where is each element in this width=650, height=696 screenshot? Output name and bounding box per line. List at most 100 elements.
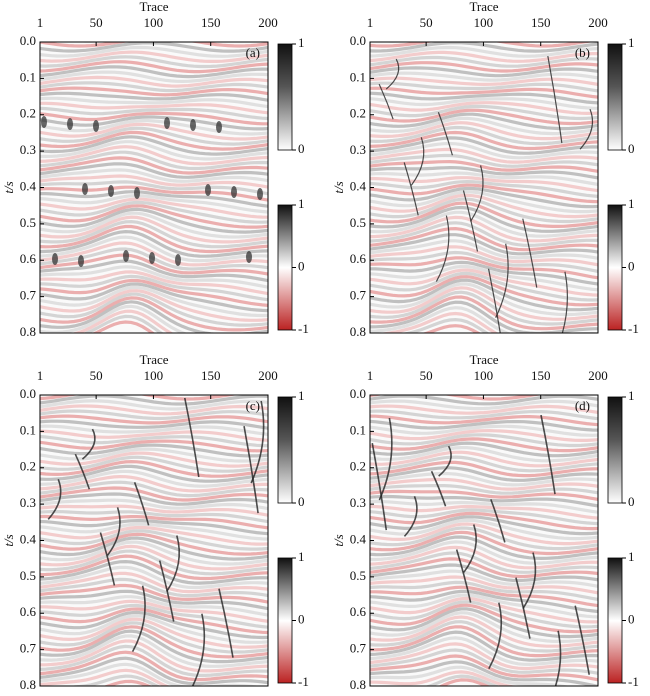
seismic-stripe	[370, 484, 598, 495]
seismic-stripe	[370, 226, 598, 252]
fault-line	[487, 268, 501, 333]
blob	[175, 254, 181, 266]
x-tick-label: 50	[420, 368, 433, 383]
seismic-stripe	[370, 522, 598, 546]
seismic-stripe	[40, 634, 268, 668]
seismic-stripe	[370, 245, 598, 267]
seismic-stripe	[370, 589, 598, 614]
x-axis-label: Trace	[469, 0, 498, 14]
colorbar-tick-label: 1	[298, 196, 305, 211]
y-tick-label: 0.6	[20, 604, 37, 619]
seismic-stripe	[370, 275, 598, 307]
x-tick-label: 200	[258, 15, 278, 30]
fault-line	[74, 453, 91, 490]
colorbar	[607, 43, 623, 151]
seismic-stripe	[40, 439, 268, 453]
seismic-stripe	[40, 296, 268, 332]
seismic-stripe	[370, 176, 598, 193]
seismic-stripe	[370, 603, 598, 634]
seismic-stripe	[370, 282, 598, 317]
fault-line	[515, 577, 531, 639]
seismic-stripe	[40, 559, 268, 585]
seismic-stripe	[40, 577, 268, 598]
seismic-stripe	[40, 617, 268, 649]
y-tick-label: 0.1	[350, 69, 366, 84]
seismic-stripe	[438, 678, 491, 686]
x-tick-label: 100	[474, 15, 494, 30]
seismic-stripe	[370, 210, 598, 238]
blob	[149, 252, 155, 264]
seismic-stripe	[40, 607, 268, 635]
seismic-stripe	[370, 76, 598, 87]
y-tick-label: 0.3	[20, 495, 36, 510]
seismic-stripe	[40, 571, 268, 594]
seismic-image	[370, 42, 598, 333]
x-tick-label: 1	[37, 368, 44, 383]
seismic-stripe	[370, 460, 598, 478]
colorbar	[277, 396, 293, 504]
seismic-stripe	[370, 215, 598, 243]
seismic-stripe	[40, 42, 268, 53]
seismic-stripe	[370, 136, 598, 155]
seismic-stripe	[370, 446, 598, 463]
seismic-stripe	[370, 551, 598, 574]
seismic-stripe	[40, 91, 268, 102]
blob	[246, 251, 252, 263]
seismic-stripe	[370, 596, 598, 624]
y-tick-label: 0.5	[350, 215, 366, 230]
fault-line	[191, 613, 206, 686]
seismic-stripe	[370, 399, 598, 411]
seismic-stripe	[40, 603, 268, 629]
fault-line	[554, 630, 562, 686]
seismic-stripe	[40, 289, 268, 322]
blob	[134, 187, 140, 199]
seismic-stripe	[370, 190, 598, 214]
colorbar-tick-label: 0	[628, 494, 635, 509]
fault-line	[81, 428, 96, 460]
fault-line	[166, 535, 180, 592]
seismic-image	[40, 42, 268, 333]
y-tick-label: 0.6	[350, 251, 367, 266]
seismic-stripe	[370, 141, 598, 160]
seismic-stripe	[40, 492, 268, 506]
blob	[190, 119, 196, 131]
seismic-stripe	[370, 271, 598, 302]
seismic-stripe	[370, 104, 598, 121]
seismic-stripe	[40, 190, 268, 208]
seismic-stripe	[370, 477, 598, 491]
seismic-stripe	[370, 654, 598, 682]
x-tick-label: 200	[588, 15, 608, 30]
seismic-stripe	[40, 86, 268, 97]
seismic-stripe	[370, 600, 598, 629]
seismic-stripe	[40, 443, 268, 458]
x-axis-label: Trace	[139, 352, 168, 367]
x-tick-label: 1	[367, 15, 374, 30]
seismic-stripe	[40, 399, 268, 411]
blob	[164, 117, 170, 129]
fault-line	[438, 445, 452, 477]
y-tick-label: 0.8	[20, 324, 36, 339]
seismic-stripe	[379, 42, 564, 43]
seismic-stripe	[370, 414, 598, 427]
seismic-stripe	[370, 91, 598, 105]
seismic-stripe	[40, 204, 268, 229]
seismic-stripe	[370, 183, 598, 204]
colorbar-tick-label: 0	[298, 494, 305, 509]
seismic-stripe	[370, 563, 598, 583]
seismic-stripe	[40, 536, 268, 561]
seismic-stripe	[40, 529, 268, 551]
seismic-stripe	[40, 265, 268, 289]
seismic-stripe	[40, 662, 260, 686]
y-axis-label: t/s	[1, 534, 16, 546]
seismic-stripe	[40, 589, 268, 611]
y-tick-label: 0.1	[350, 422, 366, 437]
y-axis-label: t/s	[331, 181, 346, 193]
y-tick-label: 0.8	[20, 677, 36, 692]
fault-line	[218, 588, 234, 658]
seismic-stripe	[370, 256, 598, 280]
fault-line	[540, 414, 556, 495]
seismic-stripe	[370, 569, 598, 588]
colorbar-tick-label: 0	[628, 258, 635, 273]
seismic-stripe	[40, 554, 268, 581]
